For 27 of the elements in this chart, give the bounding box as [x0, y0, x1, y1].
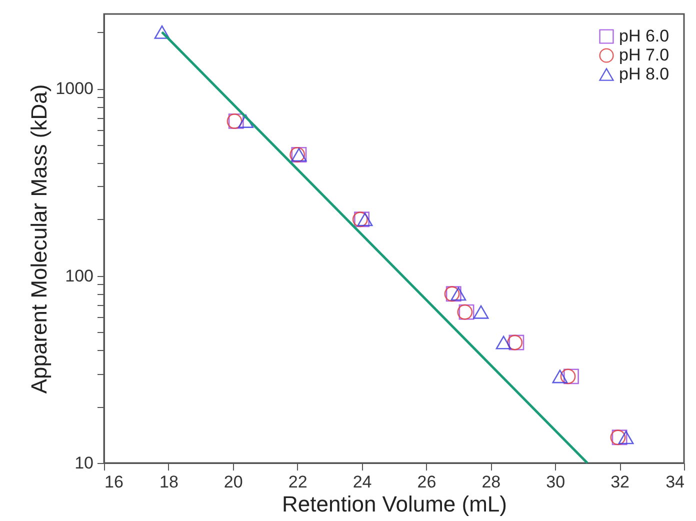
x-tick-label: 22: [288, 472, 308, 492]
x-tick-label: 30: [546, 472, 566, 492]
x-tick-label: 24: [352, 472, 372, 492]
y-tick-label: 1000: [56, 79, 94, 98]
point: [564, 368, 579, 384]
x-tick-label: 26: [417, 472, 436, 492]
point: [154, 25, 170, 39]
point: [357, 212, 373, 226]
y-axis-title: Apparent Molecular Mass (kDa): [26, 84, 52, 394]
x-tick-label: 18: [159, 472, 178, 492]
point: [560, 368, 576, 384]
x-tick-label: 16: [104, 472, 124, 492]
legend-label: pH 8.0: [619, 64, 670, 84]
point: [473, 305, 489, 319]
legend-label: pH 7.0: [619, 46, 670, 64]
x-tick-label: 34: [666, 472, 684, 492]
x-tick-label: 32: [610, 472, 630, 492]
y-tick-label: 10: [74, 454, 94, 472]
x-axis-title: Retention Volume (mL): [282, 492, 507, 516]
legend-label: pH 6.0: [619, 26, 670, 46]
x-tick-label: 28: [482, 472, 501, 492]
point: [618, 430, 634, 444]
point: [496, 336, 512, 350]
y-tick-label: 100: [65, 266, 94, 286]
x-tick-label: 20: [224, 472, 243, 492]
point: [450, 287, 466, 301]
point: [552, 370, 568, 384]
